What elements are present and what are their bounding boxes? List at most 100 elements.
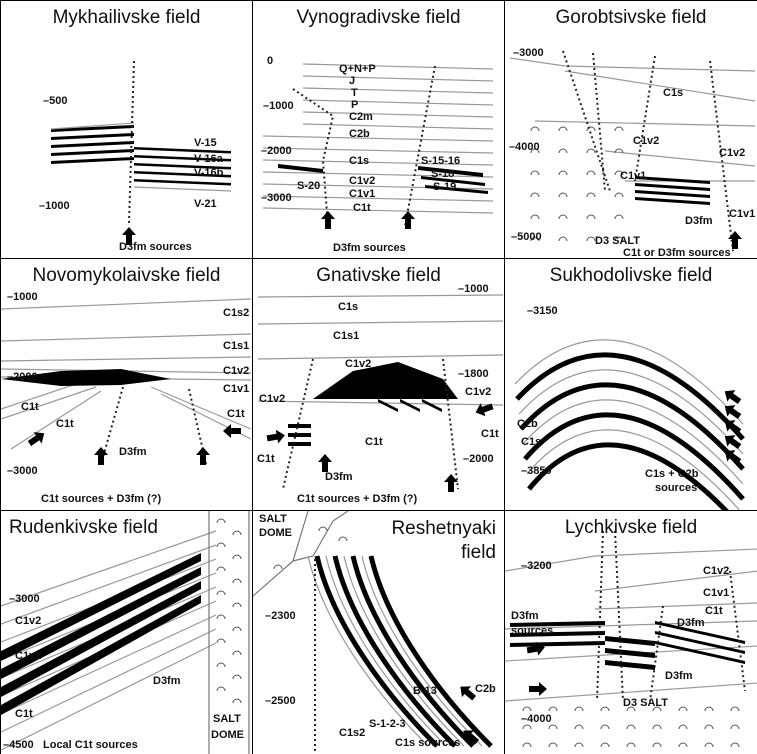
- fault: [443, 359, 458, 489]
- section-label: –3150: [527, 305, 558, 317]
- salt-mark: [587, 171, 595, 175]
- layer-line: [519, 370, 743, 454]
- arrow: [529, 682, 547, 696]
- salt-mark: [559, 171, 567, 175]
- salt-mark: [523, 707, 531, 711]
- layer-line: [263, 148, 493, 153]
- section-label: D3fm: [119, 446, 147, 458]
- reservoir: [510, 641, 605, 647]
- reservoir: [51, 141, 134, 148]
- salt-mark: [531, 215, 539, 219]
- field-panel: Novomykolaivske field–1000C1s2C1s1C1v2–2…: [0, 258, 253, 511]
- salt-mark: [587, 237, 595, 241]
- salt-mark: [559, 149, 567, 153]
- arrow: [266, 428, 286, 445]
- reservoir: [655, 641, 745, 664]
- salt-mark: [217, 591, 225, 595]
- reservoir: [517, 355, 743, 439]
- section-label: V-21: [194, 198, 217, 210]
- section-label: C1v2: [703, 565, 729, 577]
- section-label: Q+N+P: [339, 63, 376, 75]
- section-label: V-15: [194, 137, 217, 149]
- salt-mark: [523, 725, 531, 729]
- panel-title: Mykhailivske field: [1, 7, 252, 29]
- section-label: C1s2: [339, 727, 365, 739]
- reservoir: [635, 183, 710, 191]
- salt-mark: [587, 193, 595, 197]
- section-label: C1s sources: [395, 737, 460, 749]
- section-label: –2000: [7, 371, 38, 383]
- section-label: C1v1: [620, 170, 646, 182]
- salt-mark: [233, 555, 241, 559]
- section-label: –3200: [521, 560, 552, 572]
- salt-mark: [731, 743, 739, 747]
- salt-mark: [274, 565, 282, 569]
- reservoir: [635, 197, 710, 205]
- section-label: –2000: [463, 453, 494, 465]
- cross-section: [1, 259, 253, 511]
- section-label: SALT: [259, 513, 287, 525]
- layer-line: [263, 208, 493, 213]
- salt-mark: [705, 725, 713, 729]
- fault: [730, 571, 745, 691]
- field-panel: Gorobtsivske field–3000C1s–4000C1v2C1v2C…: [504, 0, 757, 259]
- layer-line: [303, 100, 493, 105]
- salt-mark: [549, 725, 557, 729]
- reservoir: [288, 433, 311, 437]
- section-label: sources: [655, 482, 697, 494]
- section-label: C1v1: [15, 650, 41, 662]
- section-label: D3fm: [325, 471, 353, 483]
- section-label: S-20: [297, 180, 320, 192]
- section-label: C2b: [517, 418, 538, 430]
- reservoir: [521, 385, 743, 469]
- field-panel: Rudenkivske field–3000C1v2C1v1D3fmC1t–45…: [0, 510, 253, 754]
- section-label: D3 SALT: [623, 697, 668, 709]
- salt-mark: [575, 707, 583, 711]
- section-label: 0: [267, 55, 273, 67]
- cross-section: [505, 1, 757, 259]
- panel-title: Sukhodolivske field: [505, 265, 757, 287]
- panel-title: Vynogradivske field: [253, 7, 504, 29]
- salt-mark: [531, 127, 539, 131]
- salt-mark: [731, 707, 739, 711]
- section-label: D3fm: [511, 610, 539, 622]
- section-label: S-15-16: [421, 155, 460, 167]
- salt-mark: [217, 543, 225, 547]
- section-label: C1v2: [719, 147, 745, 159]
- section-label: C1v1: [729, 208, 755, 220]
- fault: [405, 66, 435, 226]
- layer-line: [523, 400, 743, 484]
- reservoir: [288, 442, 311, 446]
- salt-mark: [601, 743, 609, 747]
- layer-line: [263, 136, 493, 141]
- salt-mark: [217, 687, 225, 691]
- section-label: sources: [511, 625, 553, 637]
- section-label: C1s1: [333, 330, 359, 342]
- section-label: P: [351, 99, 358, 111]
- layer-line: [303, 76, 493, 81]
- section-label: –1800: [458, 368, 489, 380]
- section-label: V-16a: [194, 153, 223, 165]
- section-label: Local C1t sources: [43, 739, 138, 751]
- fault: [615, 531, 623, 701]
- salt-mark: [653, 725, 661, 729]
- arrow: [94, 447, 108, 465]
- section-label: V-16b: [194, 167, 223, 179]
- salt-mark: [615, 127, 623, 131]
- section-label: C1s: [521, 436, 541, 448]
- salt-mark: [705, 707, 713, 711]
- layer-line: [134, 187, 231, 191]
- reservoir: [422, 399, 442, 412]
- salt-mark: [233, 531, 241, 535]
- field-panel: Sukhodolivske field–3150C2bC1s–3850C1s +…: [504, 258, 757, 511]
- reservoir: [529, 445, 743, 511]
- salt-mark: [233, 699, 241, 703]
- section-label: C1v2: [345, 358, 371, 370]
- section-label: SALT: [213, 713, 241, 725]
- layer-line: [258, 355, 503, 359]
- salt-mark: [559, 127, 567, 131]
- arrow: [473, 400, 495, 419]
- salt-mark: [627, 743, 635, 747]
- section-label: –500: [43, 95, 67, 107]
